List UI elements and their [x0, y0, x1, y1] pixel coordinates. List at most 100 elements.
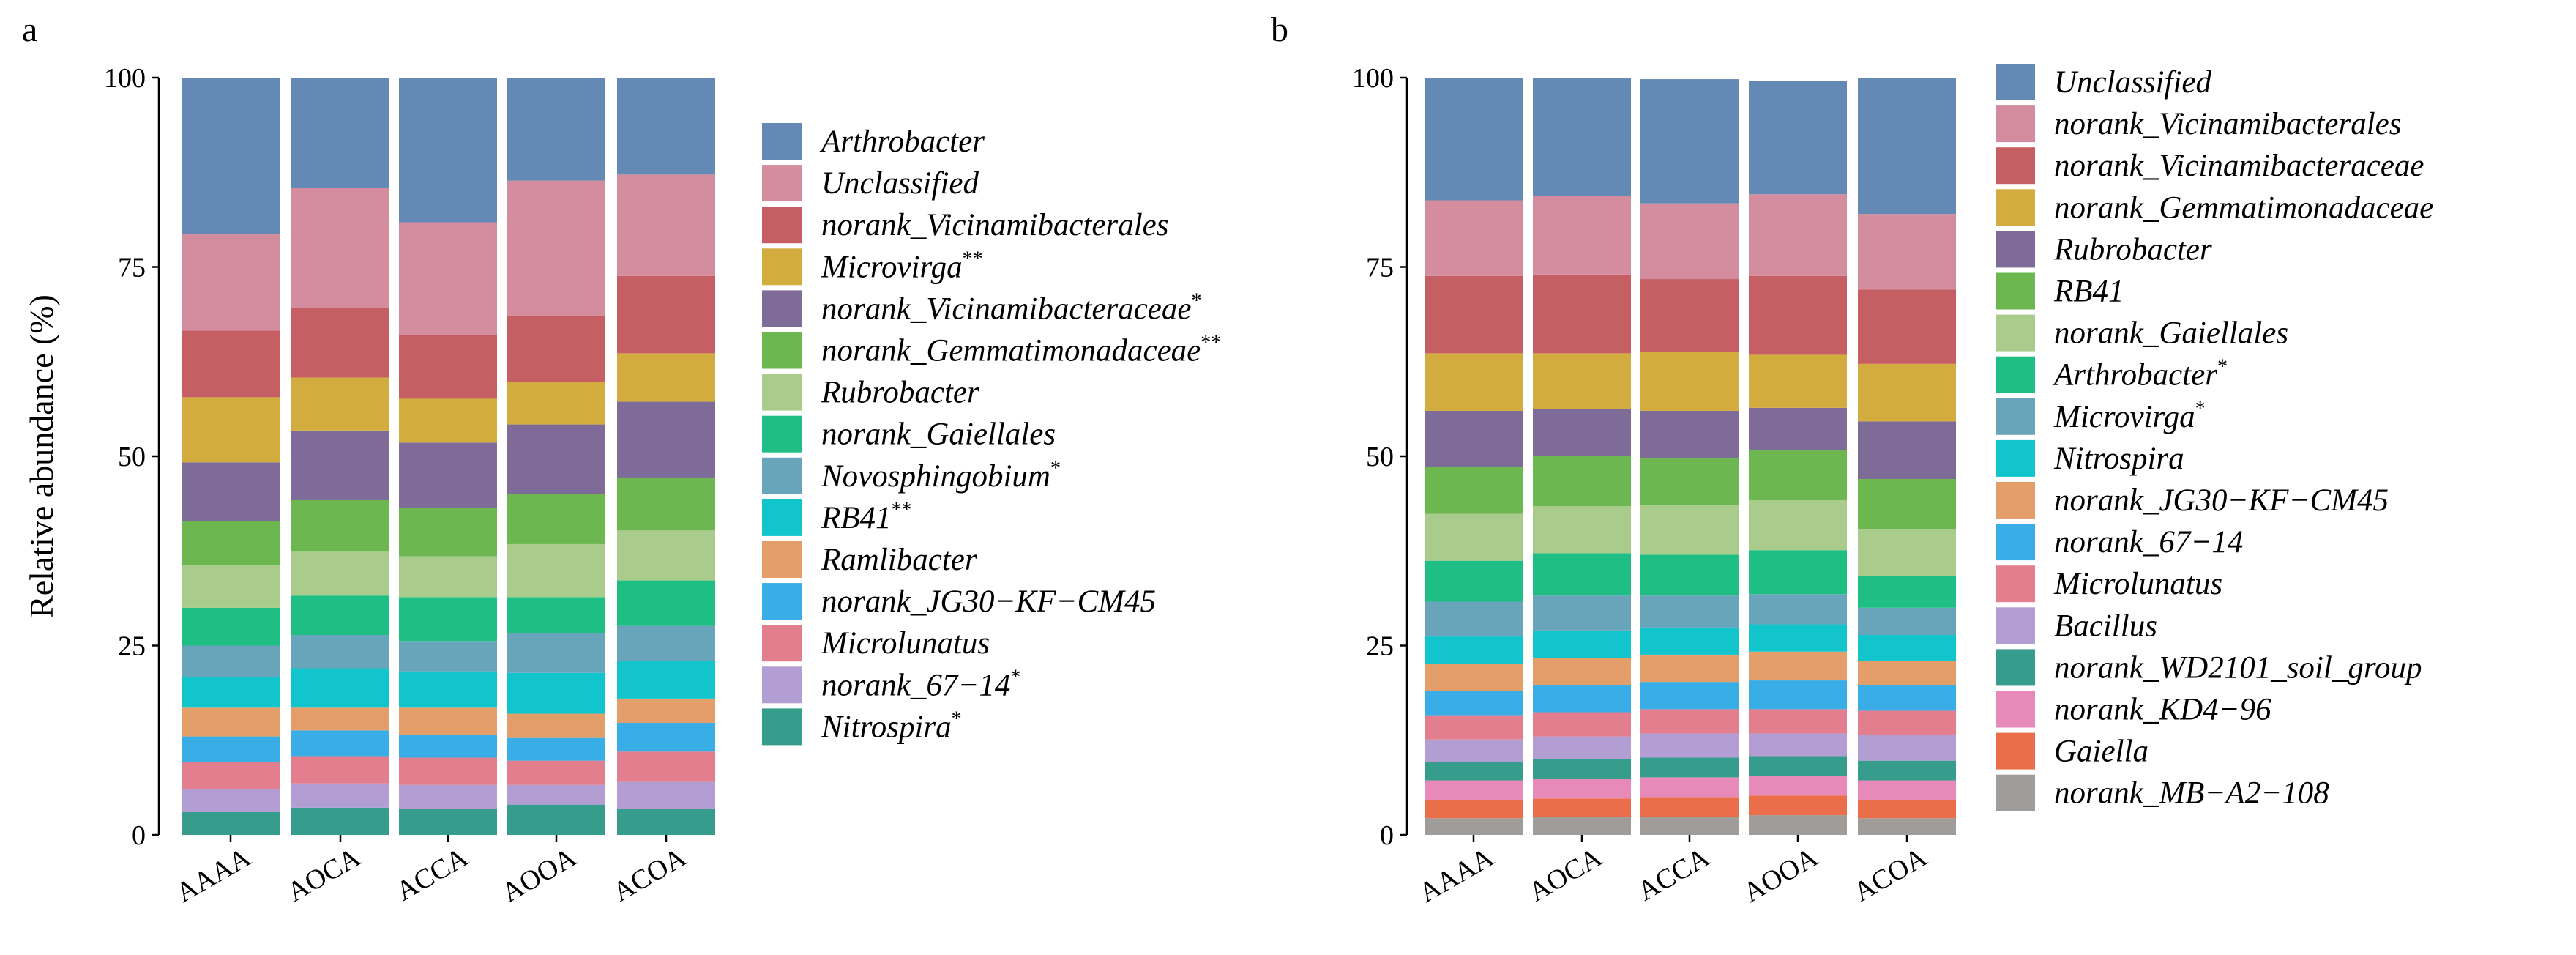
bar-segment-ramlibacter: [182, 707, 280, 737]
legend-label-name: norank_Gemmatimonadaceae: [2054, 190, 2433, 225]
bar-segment-rubrobacter: [507, 543, 605, 598]
bar-segment-norank-vicinamibacterales: [507, 315, 605, 382]
legend-swatch: [762, 207, 802, 244]
legend-label: norank_Vicinamibacteraceae*: [821, 289, 1201, 326]
bar-stack-aoca: [291, 78, 389, 835]
legend-swatch: [1996, 314, 2035, 352]
bar-segment-norank-kd4-96: [1533, 779, 1631, 799]
bar-segment-ramlibacter: [617, 698, 715, 723]
legend-label: Unclassified: [821, 166, 979, 201]
bar-segment-ramlibacter: [291, 707, 389, 731]
bar-segment-rb41: [291, 668, 389, 708]
legend-item-norank-kd4-96: norank_KD4−96: [1996, 691, 2271, 728]
bar-segment-norank-jg30-kf-cm45: [1858, 661, 1956, 685]
legend-label: Microlunatus: [2053, 567, 2222, 601]
bar-segment-norank-mb-a2-108: [1640, 817, 1739, 835]
legend-label-name: norank_67−14: [2054, 525, 2243, 560]
bar-stack-aooa: [1749, 81, 1847, 835]
bar-segment-rb41: [1640, 458, 1739, 505]
legend-swatch: [762, 415, 802, 453]
legend-swatch: [762, 374, 802, 411]
bar-segment-gaiella: [1749, 795, 1847, 816]
legend-swatch: [1996, 439, 2035, 477]
bar-segment-norank-gaiellales: [617, 580, 715, 626]
bar-segment-norank-jg30-kf-cm45: [1749, 651, 1847, 681]
bar-segment-bacillus: [1858, 735, 1956, 761]
bar-segment-bacillus: [1749, 733, 1847, 757]
bar-segment-arthrobacter: [1858, 576, 1956, 608]
bar-segment-microlunatus: [1749, 709, 1847, 734]
bar-segment-rb41: [1425, 467, 1523, 514]
bar-segment-rb41: [1858, 479, 1956, 529]
legend-item-norank-vicinamibacterales: norank_Vicinamibacterales: [762, 207, 1169, 244]
bar-segment-norank-wd2101-soil-group: [1749, 756, 1847, 776]
bar-segment-nitrospira: [1425, 636, 1523, 664]
bar-segment-novosphingobium: [399, 641, 497, 672]
bar-segment-norank-vicinamibacteraceae: [182, 462, 280, 521]
legend-item-norank-wd2101-soil-group: norank_WD2101_soil_group: [1996, 649, 2422, 686]
legend-swatch: [1996, 482, 2035, 519]
legend-significance-marker: *: [952, 707, 962, 730]
legend-label-name: norank_JG30−KF−CM45: [821, 584, 1156, 619]
bar-segment-novosphingobium: [182, 645, 280, 677]
legend-item-microlunatus: Microlunatus: [762, 625, 990, 662]
legend-label-name: norank_Vicinamibacterales: [2054, 107, 2402, 141]
bar-segment-norank-gaiellales: [1858, 529, 1956, 576]
legend-swatch: [1996, 607, 2035, 644]
bar-segment-microvirga: [507, 382, 605, 425]
bar-segment-unclassified: [291, 187, 389, 308]
legend-swatch: [762, 708, 802, 746]
bar-segment-norank-kd4-96: [1425, 780, 1523, 800]
bar-segment-norank-gaiellales: [507, 597, 605, 633]
y-tick-label: 75: [118, 253, 146, 283]
bar-segment-unclassified: [507, 180, 605, 316]
bar-stack-acoa: [1858, 78, 1956, 835]
legend-label-name: Bacillus: [2054, 609, 2157, 643]
bar-segment-microvirga: [1749, 594, 1847, 625]
bar-segment-unclassified: [1533, 78, 1631, 196]
legend-label: Novosphingobium*: [821, 457, 1061, 494]
legend-item-norank-vicinamibacteraceae: norank_Vicinamibacteraceae*: [762, 289, 1201, 327]
bar-segment-norank-67-14: [617, 781, 715, 809]
legend-label-name: Arthrobacter: [819, 125, 985, 159]
y-tick-label: 50: [118, 442, 146, 472]
legend-item-norank-gemmatimonadaceae: norank_Gemmatimonadaceae: [1996, 189, 2433, 226]
bar-stack-acca: [399, 78, 497, 835]
bar-segment-norank-vicinamibacteraceae: [617, 401, 715, 478]
legend-label: Unclassified: [2054, 65, 2211, 100]
bar-segment-nitrospira: [399, 809, 497, 835]
legend-label-name: RB41: [821, 501, 892, 535]
bar-segment-rubrobacter: [399, 556, 497, 598]
legend-label-name: Rubrobacter: [2053, 232, 2212, 267]
panel-label: a: [22, 10, 37, 49]
legend: Unclassified norank_Vicinamibacteralesnor…: [1996, 64, 2433, 811]
legend-label: Bacillus: [2054, 609, 2157, 643]
legend-item-nitrospira: Nitrospira: [1996, 439, 2184, 477]
legend-item-microlunatus: Microlunatus: [1996, 565, 2222, 603]
bar-segment-nitrospira: [617, 809, 715, 835]
legend-label-name: norank_Vicinamibacteraceae: [821, 291, 1191, 326]
legend-item-ramlibacter: Ramlibacter: [762, 541, 977, 578]
legend-label: Arthrobacter*: [2052, 356, 2228, 393]
legend-label: Microvirga*: [2053, 398, 2206, 434]
legend-label-name: norank_67−14: [821, 668, 1010, 702]
bar-segment-microvirga: [399, 398, 497, 443]
bar-segment-norank-jg30-kf-cm45: [617, 722, 715, 752]
bar-stack-aoca: [1533, 78, 1631, 835]
bar-segment-microvirga: [1533, 595, 1631, 631]
bar-segment-norank-67-14: [182, 789, 280, 812]
y-axis-label: Relative abundance (%): [23, 294, 60, 618]
legend-label: Nitrospira: [2053, 442, 2184, 476]
legend-item-unclassified: Unclassified: [762, 165, 979, 202]
bar-segment-norank-vicinamibacterales: [1858, 214, 1956, 290]
legend-swatch: [762, 666, 802, 704]
legend-label: norank_KD4−96: [2054, 693, 2271, 727]
bar-segment-norank-gaiellales: [399, 597, 497, 642]
legend-significance-marker: *: [1010, 666, 1020, 688]
bar-segment-microlunatus: [1425, 715, 1523, 740]
bar-segment-unclassified: [1858, 78, 1956, 215]
legend-label-name: Novosphingobium: [821, 459, 1050, 494]
bar-segment-microlunatus: [1533, 712, 1631, 737]
legend-label: Ramlibacter: [821, 543, 977, 577]
legend-item-norank-67-14: norank_67−14: [1996, 524, 2243, 561]
